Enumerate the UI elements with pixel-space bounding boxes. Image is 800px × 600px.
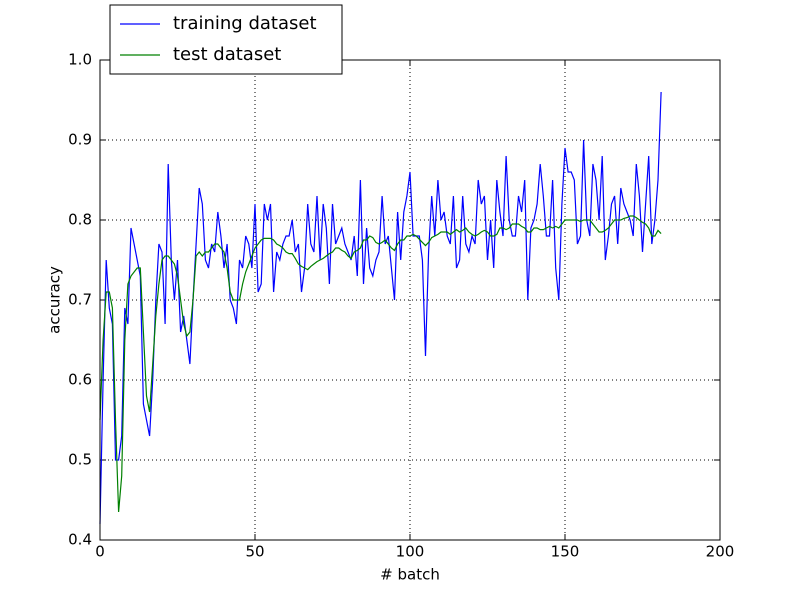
legend-label: training dataset: [173, 13, 317, 34]
legend-label: test dataset: [173, 44, 281, 65]
legend-box: [109, 4, 343, 75]
x-tick-label: 150: [551, 543, 580, 561]
x-tick-label: 50: [245, 543, 264, 561]
y-tick-label: 0.6: [68, 371, 92, 389]
x-axis-label: # batch: [380, 566, 440, 584]
x-tick-label: 0: [95, 543, 105, 561]
y-tick-label: 0.9: [68, 131, 92, 149]
x-tick-label: 100: [396, 543, 425, 561]
y-tick-label: 0.7: [68, 291, 92, 309]
plot-frame: [99, 59, 721, 541]
x-tick-label: 200: [706, 543, 735, 561]
y-axis-label: accuracy: [46, 266, 64, 334]
y-tick-label: 0.5: [68, 451, 92, 469]
y-tick-label: 1.0: [68, 51, 92, 69]
legend: training dataset test dataset: [109, 4, 343, 75]
y-tick-label: 0.4: [68, 531, 92, 549]
y-tick-label: 0.8: [68, 211, 92, 229]
data-line: [99, 215, 662, 513]
